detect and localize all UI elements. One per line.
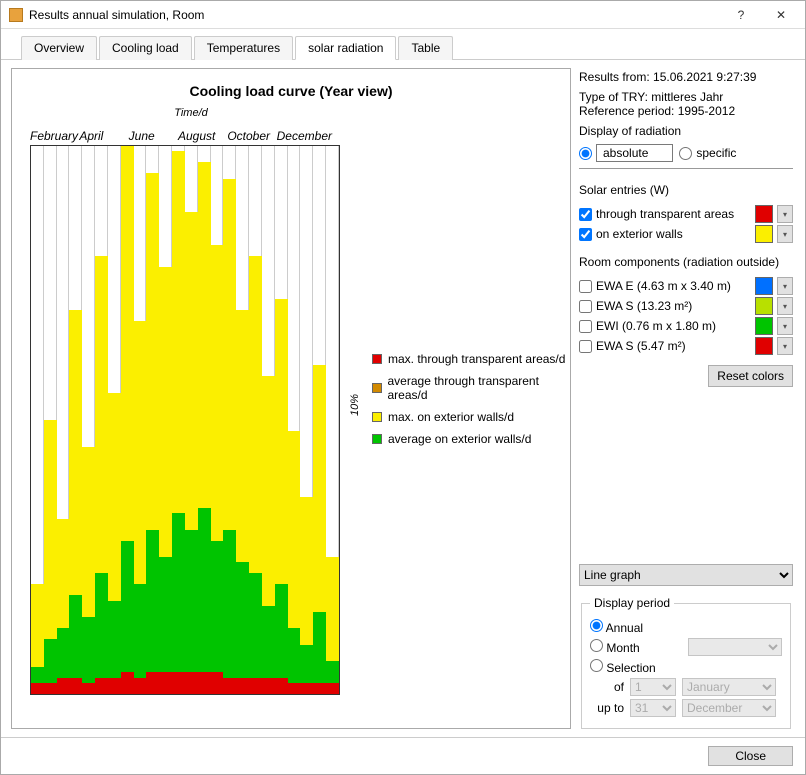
- month-label: October: [227, 129, 276, 143]
- color-swatch[interactable]: [755, 225, 773, 243]
- tab-bar: Overview Cooling load Temperatures solar…: [1, 29, 805, 60]
- legend-label: average through transparent areas/d: [388, 374, 571, 402]
- room-component-row: EWA S (5.47 m²) ▾: [579, 337, 793, 355]
- month-label: April: [79, 129, 128, 143]
- app-icon: [9, 8, 23, 22]
- color-dropdown[interactable]: ▾: [777, 205, 793, 223]
- radio-month[interactable]: Month: [590, 639, 640, 655]
- room-component-label: EWA S (5.47 m²): [596, 339, 686, 353]
- close-window-button[interactable]: ✕: [761, 2, 801, 28]
- display-label: Display of radiation: [579, 124, 793, 138]
- graph-type-select[interactable]: Line graph: [579, 564, 793, 586]
- solar-entry-checkbox[interactable]: [579, 208, 592, 221]
- radio-specific[interactable]: specific: [679, 146, 736, 160]
- radio-absolute[interactable]: absolute: [579, 144, 673, 162]
- legend-swatch: [372, 354, 382, 364]
- color-dropdown[interactable]: ▾: [777, 225, 793, 243]
- color-swatch[interactable]: [755, 205, 773, 223]
- reset-colors-button[interactable]: Reset colors: [708, 365, 793, 387]
- solar-entry-row: through transparent areas ▾: [579, 205, 793, 223]
- chart-title: Cooling load curve (Year view): [12, 69, 570, 103]
- room-component-checkbox[interactable]: [579, 280, 592, 293]
- to-day-select[interactable]: 31: [630, 699, 676, 717]
- room-component-label: EWI (0.76 m x 1.80 m): [596, 319, 716, 333]
- from-month-select[interactable]: January: [682, 678, 776, 696]
- room-component-row: EWA S (13.23 m²) ▾: [579, 297, 793, 315]
- legend-label: max. on exterior walls/d: [388, 410, 514, 424]
- color-dropdown[interactable]: ▾: [777, 297, 793, 315]
- solar-entry-label: through transparent areas: [596, 207, 734, 221]
- month-select[interactable]: [688, 638, 782, 656]
- legend-swatch: [372, 383, 382, 393]
- room-components-label: Room components (radiation outside): [579, 255, 793, 269]
- room-component-checkbox[interactable]: [579, 320, 592, 333]
- month-label: February: [30, 129, 79, 143]
- legend-label: max. through transparent areas/d: [388, 352, 565, 366]
- try-info: Type of TRY: mittleres Jahr Reference pe…: [579, 90, 793, 118]
- tab-temperatures[interactable]: Temperatures: [194, 36, 293, 60]
- month-label: June: [129, 129, 178, 143]
- content: Cooling load curve (Year view) Time/d Fe…: [1, 60, 805, 737]
- side-panel: Results from: 15.06.2021 9:27:39 Type of…: [577, 68, 795, 729]
- room-component-row: EWA E (4.63 m x 3.40 m) ▾: [579, 277, 793, 295]
- titlebar: Results annual simulation, Room ? ✕: [1, 1, 805, 29]
- of-label: of: [590, 680, 624, 694]
- month-label: December: [277, 129, 332, 143]
- color-dropdown[interactable]: ▾: [777, 317, 793, 335]
- legend-swatch: [372, 412, 382, 422]
- color-swatch[interactable]: [755, 337, 773, 355]
- help-button[interactable]: ?: [721, 2, 761, 28]
- radio-selection[interactable]: Selection: [590, 659, 656, 675]
- x-axis-label: Time/d: [1, 107, 570, 119]
- legend-item: max. on exterior walls/d: [372, 410, 570, 424]
- room-component-label: EWA S (13.23 m²): [596, 299, 692, 313]
- tab-table[interactable]: Table: [398, 36, 453, 60]
- from-day-select[interactable]: 1: [630, 678, 676, 696]
- tab-overview[interactable]: Overview: [21, 36, 97, 60]
- radio-absolute-input[interactable]: [579, 147, 592, 160]
- legend-item: average through transparent areas/d: [372, 374, 570, 402]
- color-swatch[interactable]: [755, 317, 773, 335]
- month-labels: February April June August October Decem…: [12, 129, 332, 143]
- legend-item: average on exterior walls/d: [372, 432, 570, 446]
- room-component-row: EWI (0.76 m x 1.80 m) ▾: [579, 317, 793, 335]
- room-component-label: EWA E (4.63 m x 3.40 m): [596, 279, 731, 293]
- y-axis-label: 10%: [349, 393, 361, 415]
- color-swatch[interactable]: [755, 277, 773, 295]
- color-swatch[interactable]: [755, 297, 773, 315]
- window-title: Results annual simulation, Room: [29, 8, 721, 22]
- radio-specific-input[interactable]: [679, 147, 692, 160]
- legend-swatch: [372, 434, 382, 444]
- room-component-checkbox[interactable]: [579, 300, 592, 313]
- results-from: Results from: 15.06.2021 9:27:39: [579, 70, 793, 84]
- window: Results annual simulation, Room ? ✕ Over…: [0, 0, 806, 775]
- solar-entry-row: on exterior walls ▾: [579, 225, 793, 243]
- bars: [31, 146, 339, 694]
- month-label: August: [178, 129, 227, 143]
- chart-panel: Cooling load curve (Year view) Time/d Fe…: [11, 68, 571, 729]
- display-period-legend: Display period: [590, 596, 674, 610]
- legend-label: average on exterior walls/d: [388, 432, 531, 446]
- plot-area: [30, 145, 340, 695]
- solar-entries-label: Solar entries (W): [579, 183, 793, 197]
- tab-solar-radiation[interactable]: solar radiation: [295, 36, 396, 60]
- radio-annual[interactable]: Annual: [590, 619, 643, 635]
- chart-legend: max. through transparent areas/d average…: [372, 352, 570, 446]
- display-period-group: Display period Annual Month Selection of…: [581, 596, 791, 729]
- color-dropdown[interactable]: ▾: [777, 277, 793, 295]
- solar-entry-checkbox[interactable]: [579, 228, 592, 241]
- color-dropdown[interactable]: ▾: [777, 337, 793, 355]
- solar-entry-label: on exterior walls: [596, 227, 683, 241]
- display-mode: absolute specific: [579, 142, 793, 169]
- footer: Close: [1, 737, 805, 774]
- legend-item: max. through transparent areas/d: [372, 352, 570, 366]
- tab-cooling-load[interactable]: Cooling load: [99, 36, 192, 60]
- upto-label: up to: [590, 701, 624, 715]
- room-component-checkbox[interactable]: [579, 340, 592, 353]
- close-button[interactable]: Close: [708, 746, 793, 766]
- to-month-select[interactable]: December: [682, 699, 776, 717]
